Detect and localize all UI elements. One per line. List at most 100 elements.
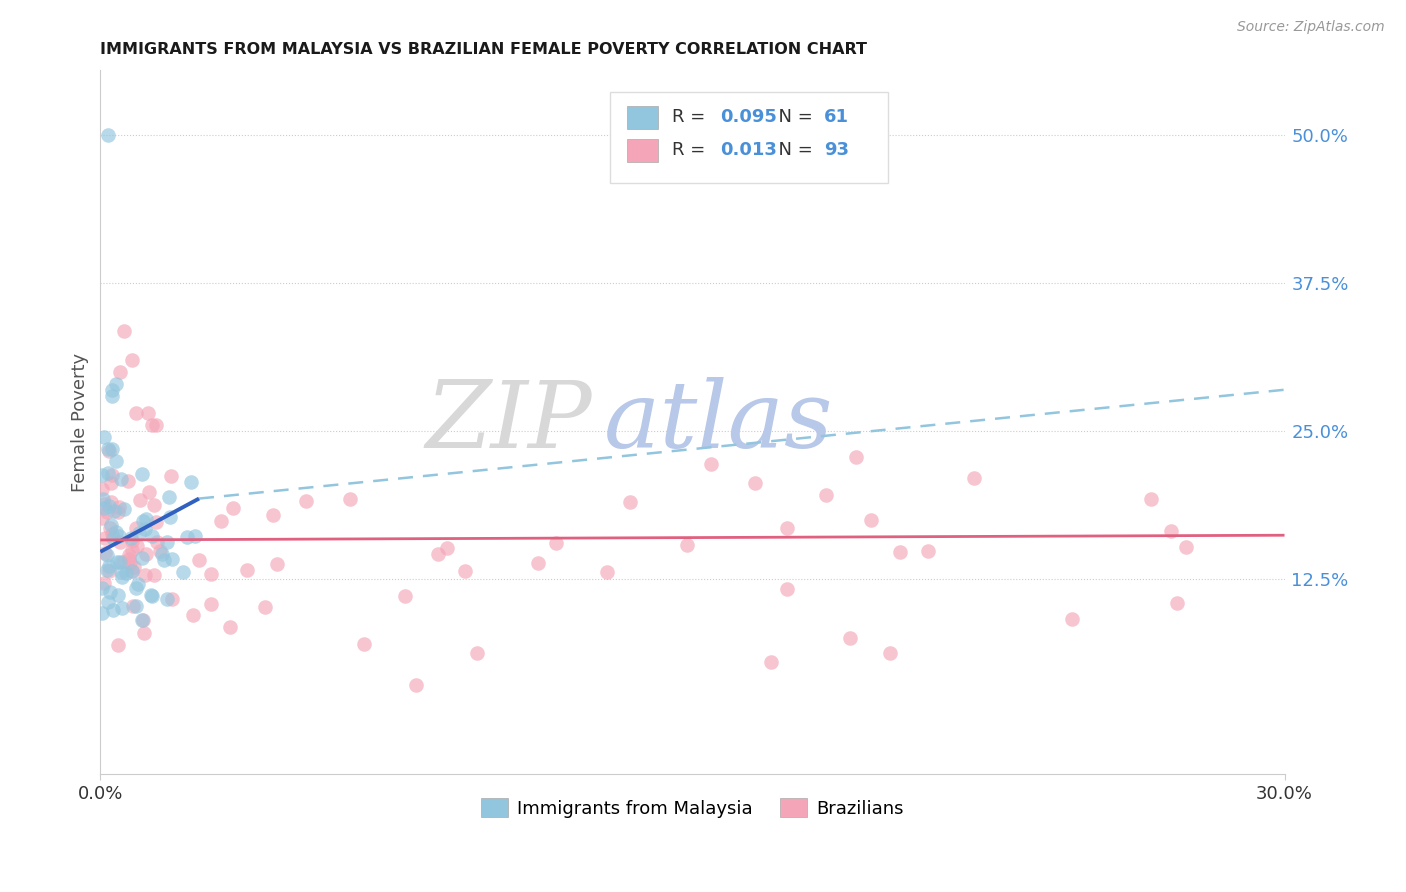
Point [121, 564, 143, 578]
Point [108, 365, 131, 379]
Point [108, 500, 131, 515]
Point [160, 591, 183, 606]
Point [91, 483, 114, 497]
Point [97, 595, 120, 609]
Point [121, 543, 143, 558]
Point [1174, 540, 1197, 554]
Point [262, 508, 284, 522]
Point [236, 563, 259, 577]
Point [107, 638, 129, 652]
Point [744, 475, 766, 490]
Point [209, 514, 232, 528]
Point [114, 566, 136, 580]
Point [132, 613, 155, 627]
Point [131, 467, 153, 481]
Point [96, 505, 118, 519]
Point [879, 647, 901, 661]
Point [91, 492, 114, 507]
Point [159, 509, 181, 524]
Text: N =: N = [768, 108, 818, 127]
Point [111, 600, 134, 615]
Point [91, 581, 114, 595]
Point [94, 532, 117, 546]
Point [93, 430, 115, 444]
Point [596, 565, 619, 579]
Point [1060, 612, 1083, 626]
Point [339, 492, 361, 507]
Point [454, 564, 477, 578]
FancyBboxPatch shape [627, 138, 658, 162]
Point [121, 534, 143, 549]
FancyBboxPatch shape [627, 105, 658, 128]
Point [107, 589, 129, 603]
Point [465, 646, 488, 660]
Point [159, 468, 181, 483]
Point [108, 528, 131, 542]
Point [107, 505, 129, 519]
Point [101, 442, 124, 456]
Text: ZIP: ZIP [425, 377, 592, 467]
Point [131, 514, 153, 528]
Point [101, 389, 124, 403]
Point [131, 551, 153, 566]
Text: atlas: atlas [603, 377, 834, 467]
Point [100, 475, 122, 490]
Point [112, 324, 135, 338]
Point [134, 522, 156, 536]
Point [527, 557, 550, 571]
Point [963, 470, 986, 484]
Point [143, 498, 166, 512]
Point [145, 418, 167, 433]
Point [131, 613, 153, 627]
Point [160, 552, 183, 566]
Point [118, 556, 141, 570]
Point [121, 565, 143, 579]
Point [103, 532, 125, 546]
Point [150, 548, 173, 562]
Point [153, 553, 176, 567]
Point [1160, 524, 1182, 539]
Point [97, 466, 120, 480]
Point [108, 555, 131, 569]
Point [353, 637, 375, 651]
Text: IMMIGRANTS FROM MALAYSIA VS BRAZILIAN FEMALE POVERTY CORRELATION CHART: IMMIGRANTS FROM MALAYSIA VS BRAZILIAN FE… [100, 42, 868, 57]
Point [139, 589, 162, 603]
FancyBboxPatch shape [610, 92, 887, 183]
Point [776, 582, 799, 596]
Point [222, 500, 245, 515]
Point [134, 567, 156, 582]
Point [93, 575, 115, 590]
Point [110, 565, 132, 579]
Point [96, 549, 118, 563]
Point [100, 494, 122, 508]
Point [136, 406, 159, 420]
Text: 61: 61 [824, 108, 849, 127]
Point [917, 543, 939, 558]
Point [184, 529, 207, 543]
Point [101, 527, 124, 541]
Point [187, 553, 209, 567]
Point [127, 576, 149, 591]
Legend: Immigrants from Malaysia, Brazilians: Immigrants from Malaysia, Brazilians [474, 791, 911, 825]
Text: Source: ZipAtlas.com: Source: ZipAtlas.com [1237, 20, 1385, 34]
Point [118, 552, 141, 566]
Point [97, 128, 120, 143]
Point [135, 512, 157, 526]
Point [156, 592, 179, 607]
Point [761, 655, 783, 669]
Point [619, 494, 641, 508]
Point [100, 518, 122, 533]
Point [125, 406, 148, 420]
Point [141, 418, 163, 433]
Point [108, 535, 131, 549]
Point [157, 490, 180, 504]
Point [112, 502, 135, 516]
Point [266, 557, 288, 571]
Point [156, 534, 179, 549]
Point [218, 620, 240, 634]
Point [93, 500, 115, 515]
Point [699, 457, 721, 471]
Point [121, 353, 143, 368]
Point [200, 567, 222, 582]
Point [97, 442, 120, 456]
